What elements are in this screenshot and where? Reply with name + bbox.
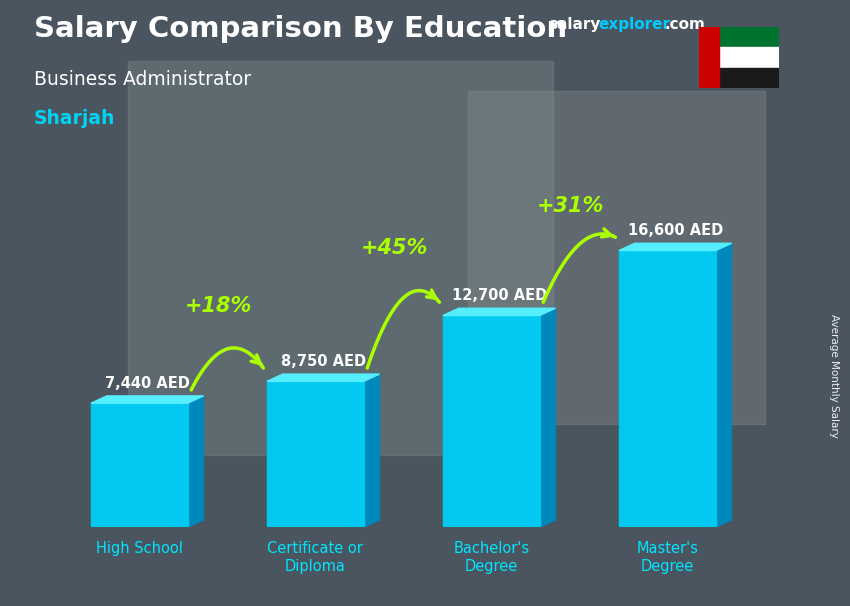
Bar bbox=[91, 403, 188, 527]
Text: +45%: +45% bbox=[360, 238, 428, 258]
Text: explorer: explorer bbox=[598, 17, 671, 32]
Bar bbox=[699, 47, 779, 68]
Text: Sharjah: Sharjah bbox=[34, 109, 116, 128]
Text: Average Monthly Salary: Average Monthly Salary bbox=[829, 314, 839, 438]
Polygon shape bbox=[91, 396, 203, 403]
Bar bbox=[619, 250, 716, 527]
Bar bbox=[267, 381, 364, 527]
Text: +31%: +31% bbox=[537, 196, 604, 216]
Bar bbox=[128, 61, 552, 455]
Text: 16,600 AED: 16,600 AED bbox=[627, 223, 722, 238]
Polygon shape bbox=[364, 374, 380, 527]
Bar bbox=[699, 27, 719, 88]
Text: 7,440 AED: 7,440 AED bbox=[105, 376, 190, 391]
Polygon shape bbox=[443, 308, 556, 316]
Bar bbox=[699, 68, 779, 88]
Bar bbox=[468, 91, 765, 424]
Polygon shape bbox=[716, 243, 732, 527]
Polygon shape bbox=[188, 396, 203, 527]
Text: 12,700 AED: 12,700 AED bbox=[451, 288, 547, 303]
Polygon shape bbox=[267, 374, 380, 381]
Text: Salary Comparison By Education: Salary Comparison By Education bbox=[34, 15, 567, 43]
Polygon shape bbox=[619, 243, 732, 250]
Text: salary: salary bbox=[548, 17, 601, 32]
Bar bbox=[699, 27, 779, 47]
Bar bbox=[443, 316, 540, 527]
Text: .com: .com bbox=[665, 17, 706, 32]
Text: Business Administrator: Business Administrator bbox=[34, 70, 251, 88]
Polygon shape bbox=[540, 308, 556, 527]
Text: +18%: +18% bbox=[184, 296, 252, 316]
Text: 8,750 AED: 8,750 AED bbox=[280, 354, 366, 369]
